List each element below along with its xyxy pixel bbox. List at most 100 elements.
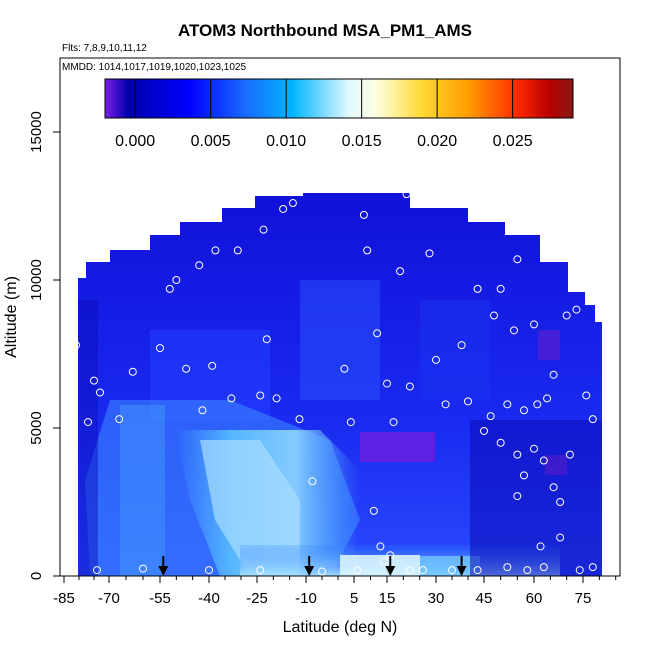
sample-point (233, 246, 242, 255)
sample-point (308, 477, 317, 486)
sample-point (78, 270, 86, 279)
colorbar-ticks: 0.000 0.005 0.010 0.015 0.020 0.025 (115, 79, 533, 150)
sample-point (353, 566, 362, 575)
sample-point (457, 341, 466, 350)
sample-point (575, 566, 584, 575)
x-tick-label: -70 (98, 590, 120, 607)
sample-point (496, 284, 505, 293)
sample-point (418, 566, 427, 575)
y-axis: 0 5000 10000 15000 (28, 111, 60, 580)
sample-point (93, 566, 101, 575)
sample-point (259, 225, 268, 234)
sample-point (402, 190, 411, 199)
x-tick-label: -40 (198, 590, 220, 607)
chart-title: ATOM3 Northbound MSA_PM1_AMS (178, 21, 472, 40)
y-tick-label: 10000 (28, 259, 45, 301)
sample-point (369, 506, 378, 515)
sample-point (359, 210, 368, 219)
sample-point (139, 564, 147, 573)
heatmap-patch (360, 432, 435, 462)
heatmap-patch (300, 280, 380, 400)
sample-point (536, 542, 545, 551)
sample-point (539, 456, 548, 465)
heatmap-patch (470, 420, 602, 576)
sample-point (156, 344, 164, 353)
heatmap-field (78, 193, 602, 576)
sample-point (513, 450, 522, 459)
sample-point (533, 400, 542, 409)
sample-point (262, 335, 271, 344)
sample-point (195, 261, 204, 270)
sample-point (549, 483, 558, 492)
sample-point (308, 181, 317, 190)
sample-point (115, 415, 124, 424)
sample-point (432, 355, 440, 364)
sample-point (340, 364, 349, 373)
x-tick-label: 45 (476, 590, 493, 607)
x-axis: -85 -70 -55 -40 -25 -10 5 15 30 45 60 75 (53, 575, 617, 607)
colorbar-tick-label: 0.015 (342, 133, 382, 150)
sample-point (346, 418, 355, 427)
y-tick-label: 0 (28, 572, 45, 580)
sample-point (520, 471, 528, 480)
sample-point (84, 418, 92, 427)
x-tick-label: -85 (53, 590, 75, 607)
colorbar-tick-label: 0.000 (115, 133, 155, 150)
x-tick-label: 5 (350, 590, 358, 607)
colorbar-tick-label: 0.025 (493, 133, 533, 150)
x-tick-label: 75 (575, 590, 592, 607)
x-tick-label: 15 (379, 590, 396, 607)
sample-point (198, 406, 207, 415)
sample-point (565, 450, 574, 459)
sample-point (72, 341, 80, 350)
sample-point (389, 418, 398, 427)
sample-point (503, 563, 512, 572)
heatmap-patch (200, 440, 300, 576)
sample-point (588, 563, 597, 572)
heatmap-patch (420, 300, 490, 400)
sample-point (405, 382, 414, 391)
sample-point (513, 255, 522, 264)
marker-arrowhead (304, 566, 315, 576)
sample-point (96, 388, 104, 397)
heatmap-patch (78, 300, 98, 576)
sample-point (373, 329, 382, 338)
colorbar-tick-label: 0.010 (266, 133, 306, 150)
sample-point (182, 364, 191, 373)
sample-point (376, 542, 385, 551)
sample-point (165, 284, 174, 293)
sample-point (288, 199, 297, 208)
x-tick-label: 60 (526, 590, 543, 607)
flights-note: Flts: 7,8,9,10,11,12 (62, 43, 147, 54)
sample-point (513, 492, 522, 501)
sample-point (256, 391, 265, 400)
sample-point (539, 563, 548, 572)
sample-point (379, 557, 388, 566)
sample-point (523, 566, 532, 575)
sample-point (556, 533, 565, 542)
heatmap-patch (120, 405, 165, 576)
heatmap-patch (340, 555, 420, 576)
sample-point (496, 438, 505, 447)
sample-point (490, 311, 498, 320)
sample-point (562, 311, 571, 320)
sample-point (588, 415, 597, 424)
sample-point (582, 391, 591, 400)
sample-point (473, 284, 482, 293)
sample-point (205, 566, 213, 575)
sample-point (211, 246, 220, 255)
sample-points (72, 181, 597, 576)
y-tick-label: 15000 (28, 111, 45, 153)
x-tick-label: -10 (295, 590, 317, 607)
sample-point (396, 267, 405, 276)
sample-point (543, 394, 552, 403)
sample-point (172, 276, 181, 284)
x-tick-label: 30 (428, 590, 445, 607)
y-axis-label: Altitude (m) (3, 276, 20, 358)
sample-point (279, 204, 288, 213)
sample-point (448, 566, 456, 575)
sample-point (363, 246, 372, 255)
sample-point (572, 305, 581, 314)
sample-point (510, 326, 518, 335)
